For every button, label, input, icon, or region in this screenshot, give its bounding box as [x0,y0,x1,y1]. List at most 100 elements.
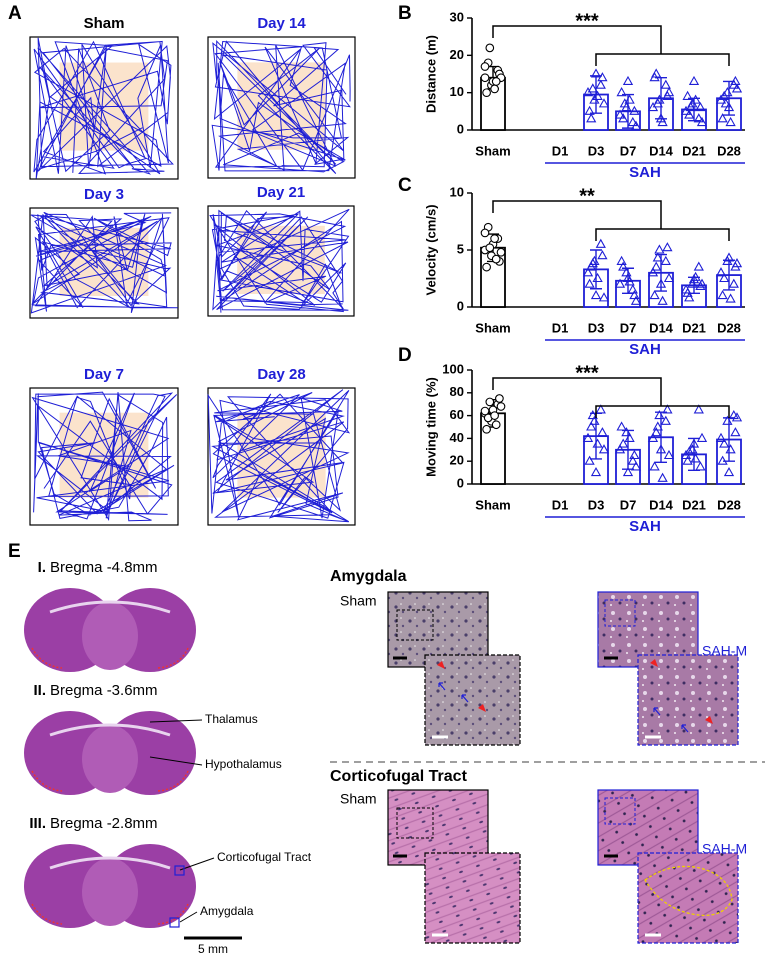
data-point [685,101,696,112]
data-point [587,409,598,420]
y-tick-label: 10 [450,84,464,99]
data-point [717,289,728,300]
x-tick-label: D1 [552,497,569,512]
data-point [725,116,736,127]
data-point [663,449,675,460]
data-point [490,234,499,243]
control-label: Sham [340,791,377,807]
panel-a: Sham Day 14 Day 3 Day 21 Day 7 Day 28 [29,15,356,526]
panel-label: E [8,541,21,562]
group-label: SAH [629,164,661,181]
data-point [696,116,708,127]
x-tick-label: D21 [682,320,706,335]
data-point [595,79,606,89]
brain-core [82,725,138,793]
data-point [586,421,597,431]
y-tick-label: 100 [442,361,464,376]
arrowhead [650,659,658,667]
data-point [693,261,704,271]
zoom-box [604,797,636,825]
data-point [657,116,668,127]
x-tick-label: D28 [717,497,741,512]
panel-label: D [398,345,412,366]
data-point [662,242,673,252]
data-point [649,461,660,471]
data-point [589,415,600,425]
data-point [595,238,606,248]
brain-fiber [49,600,171,614]
y-axis-label: Moving time (%) [423,377,438,477]
zoom-box [396,609,434,641]
data-point [496,402,506,411]
fiber-outline [644,865,733,917]
data-point [618,261,629,271]
control-label: Sham [340,593,377,609]
data-point [655,444,667,454]
section-label: Bregma -2.8mm [50,815,158,832]
group-label: SAH [629,518,661,535]
data-point [717,113,728,123]
data-point [490,84,499,94]
y-tick-label: 10 [450,184,464,199]
micrograph-inset [424,654,521,746]
section-label: Bregma -4.8mm [50,559,158,576]
data-point [725,293,736,303]
data-point [651,427,662,437]
data-point [652,252,663,262]
data-point [660,79,671,89]
trajectory [207,389,351,523]
data-point [719,438,730,448]
data-point [597,250,608,260]
data-point [597,72,608,82]
data-point [490,411,499,420]
data-point [614,109,626,119]
annotation-line [179,857,215,871]
annotation: Hypothalamus [205,757,282,771]
data-point [649,289,660,300]
brain-core [82,602,138,670]
arrow [438,682,446,691]
error-bar [590,249,602,290]
data-point [590,289,602,300]
data-point [660,255,671,265]
data-point [618,113,629,123]
data-point [657,295,668,305]
data-point [663,272,675,283]
arena-title: Day 14 [257,15,306,32]
data-point [582,267,594,277]
annotation: Amygdala [200,904,254,918]
data-point [482,424,491,434]
panel-label: C [398,175,412,196]
data-point [598,444,610,454]
roi-box [169,917,180,928]
zoom-box [604,599,636,627]
data-point [725,444,736,454]
data-point [614,444,626,454]
charts: 0 10 20 30 Distance (m) Sham D1 D3 D7 D14 D21 D28 **… [423,9,745,535]
data-point [722,415,733,425]
arrowhead [437,661,445,669]
data-point [723,466,735,477]
trajectory [33,37,174,179]
panel-label: A [8,3,22,24]
data-point [624,276,635,286]
data-point [693,404,704,414]
y-axis-label: Distance (m) [423,35,438,113]
data-point [663,87,675,97]
data-point [657,472,668,482]
data-point [630,120,642,130]
x-tick-label: D14 [649,320,674,335]
section-numeral: I. [38,559,46,576]
data-point [491,254,501,264]
x-tick-label: D3 [588,320,605,335]
error-bar [655,411,667,464]
data-point [621,427,632,437]
data-point [717,455,728,465]
data-point [495,394,504,403]
chart: 0 20 40 60 80 100 Moving time (%) Sham D1 D3 D7 D14… [423,361,745,535]
annotation-line [149,756,203,766]
arena-title: Day 28 [257,366,305,383]
data-point [587,83,598,93]
y-tick-label: 20 [450,453,464,468]
data-point [731,258,743,268]
